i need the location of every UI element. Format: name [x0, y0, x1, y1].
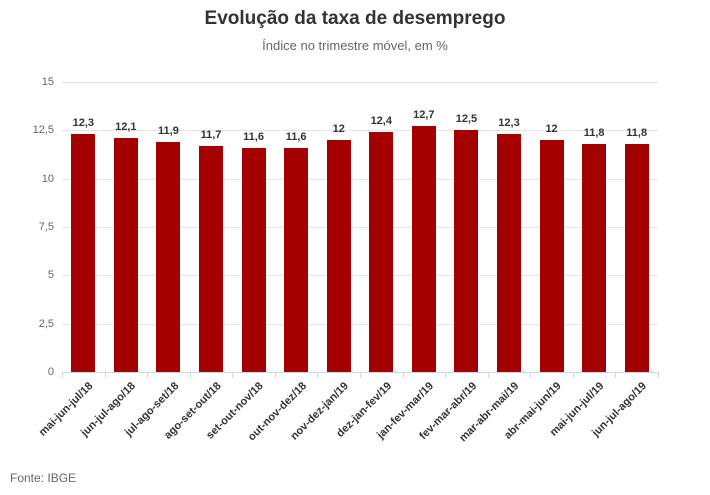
- bar-value-label: 12,7: [413, 109, 435, 122]
- bar-set-out-nov/18[interactable]: [241, 147, 266, 372]
- x-axis-tick: [104, 372, 106, 378]
- x-axis-tick: [530, 372, 532, 378]
- gridline: [62, 82, 658, 83]
- gridline: [62, 323, 658, 325]
- gridline: [62, 178, 658, 180]
- bar-value-label: 12,1: [115, 121, 137, 134]
- x-axis-tick: [572, 372, 574, 378]
- bar-value-label: 12: [545, 123, 558, 135]
- x-axis-tick: [62, 372, 63, 378]
- bar-jun-jul-ago/18[interactable]: [113, 138, 138, 372]
- y-axis-tick-label: 2,5: [38, 317, 54, 330]
- chart-title: Evolução da taxa de desemprego: [204, 8, 506, 29]
- bar-value-label: 11,9: [158, 124, 179, 137]
- x-axis-tick: [487, 372, 489, 378]
- y-axis-tick-label: 5: [47, 269, 54, 282]
- x-axis-tick: [317, 372, 319, 378]
- x-axis-tick: [189, 372, 191, 378]
- x-axis-tick: [274, 372, 276, 378]
- bar-jul-ago-set/18[interactable]: [156, 141, 181, 372]
- bar-value-label: 12,3: [498, 117, 520, 130]
- x-axis-tick: [360, 372, 361, 378]
- y-axis-tick-label: 10: [41, 172, 54, 185]
- y-axis-tick-label: 12,5: [32, 124, 54, 137]
- x-axis-tick: [658, 372, 659, 378]
- source-note: Fonte: IBGE: [10, 471, 77, 485]
- bar-abr-mai-jun/19[interactable]: [539, 140, 564, 372]
- gridline: [62, 275, 658, 277]
- bar-mai-jun-jul/19[interactable]: [582, 143, 607, 372]
- gridline: [62, 130, 658, 132]
- x-axis-tick: [147, 372, 149, 378]
- y-axis-tick-label: 15: [41, 76, 54, 88]
- bar-value-label: 11,7: [200, 128, 222, 141]
- bar-fev-mar-abr/19[interactable]: [454, 130, 479, 372]
- y-axis-tick-label: 7,5: [38, 221, 54, 233]
- bar-mar-abr-mai/19[interactable]: [497, 134, 521, 372]
- y-axis-tick-label: 0: [47, 366, 54, 378]
- bar-jun-jul-ago/19[interactable]: [624, 143, 649, 372]
- bar-jan-fev-mar/19[interactable]: [411, 126, 436, 372]
- x-axis-tick: [232, 372, 234, 378]
- bar-value-label: 11,8: [583, 126, 605, 139]
- bar-nov-dez-jan/19[interactable]: [326, 140, 351, 372]
- bar-value-label: 12: [332, 123, 345, 135]
- bar-value-label: 12,5: [455, 113, 478, 126]
- bar-out-nov-dez/18[interactable]: [284, 147, 309, 372]
- bar-value-label: 11,8: [626, 126, 648, 139]
- x-axis-tick: [445, 372, 447, 378]
- x-axis-tick: [402, 372, 404, 378]
- bar-value-label: 12,3: [72, 117, 94, 130]
- bar-value-label: 12,4: [370, 115, 392, 128]
- chart-subtitle: Índice no trimestre móvel, em %: [262, 38, 448, 53]
- bar-dez-jan-fev/19[interactable]: [369, 132, 394, 372]
- bar-value-label: 11,6: [285, 130, 307, 143]
- gridline: [62, 227, 658, 228]
- bar-ago-set-out/18[interactable]: [199, 145, 223, 372]
- plot-area: 12,3 12,1 11,9 11,7 11,6 11,6 12 12,4 12,7 12,5 12…: [62, 82, 658, 373]
- x-axis-tick: [615, 372, 617, 378]
- bar-value-label: 11,6: [243, 130, 264, 143]
- bar-mai-jun-jul/18[interactable]: [71, 134, 96, 372]
